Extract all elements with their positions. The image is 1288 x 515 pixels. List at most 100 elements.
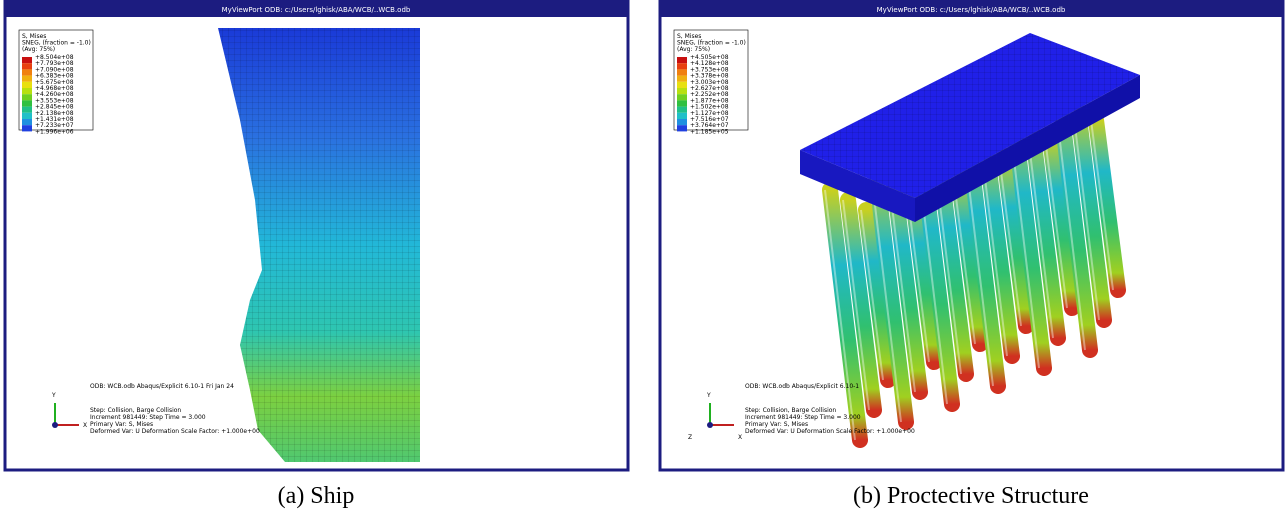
info-line: Deformed Var: U Deformation Scale Factor…	[745, 428, 915, 435]
pile	[1088, 112, 1126, 298]
legend-swatch	[677, 100, 687, 107]
legend-swatch	[22, 88, 32, 95]
pile	[886, 174, 928, 400]
legend-swatch	[677, 112, 687, 119]
pile	[996, 148, 1034, 334]
legend-value: +1.996e+06	[35, 128, 74, 135]
pile	[840, 192, 882, 418]
legend-swatch	[677, 63, 687, 70]
info-line: ODB: WCB.odb Abaqus/Explicit 6.10-1	[745, 383, 859, 390]
viewport-title: MyViewPort ODB: c:/Users/lghisk/ABA/WCB/…	[877, 6, 1066, 14]
legend-value: +4.260e+08	[35, 91, 74, 98]
legend-value: +1.127e+08	[690, 110, 729, 117]
legend-heading: (Avg: 75%)	[22, 46, 55, 53]
pile-shade	[842, 199, 870, 411]
info-line: Deformed Var: U Deformation Scale Factor…	[90, 428, 260, 435]
title-bar	[5, 1, 628, 17]
legend-value: +3.378e+08	[690, 73, 729, 80]
legend-swatch	[22, 119, 32, 126]
legend-swatch	[677, 57, 687, 64]
title-bar	[660, 1, 1283, 17]
triad-label: Y	[706, 392, 711, 399]
legend-swatch	[22, 81, 32, 88]
pile-shade	[888, 181, 916, 393]
caption: (b) Proctective Structure	[853, 483, 1089, 509]
legend-value: +2.252e+08	[690, 91, 729, 98]
pile-shade	[952, 173, 976, 345]
pile	[950, 166, 988, 352]
viewport-title: MyViewPort ODB: c:/Users/lghisk/ABA/WCB/…	[222, 6, 411, 14]
legend-heading: S, Mises	[677, 33, 701, 40]
legend-swatch	[677, 88, 687, 95]
pile-shade	[1090, 119, 1114, 291]
triad-origin	[707, 422, 713, 428]
pile-shade	[1026, 127, 1054, 339]
pile	[1070, 102, 1112, 328]
info-line: Increment 981449: Step Time = 3.000	[90, 414, 206, 421]
triad-label: X	[738, 434, 742, 441]
info-line: Primary Var: S, Mises	[90, 421, 153, 428]
pile-shade	[870, 171, 902, 423]
legend-swatch	[22, 100, 32, 107]
legend-value: +4.128e+08	[690, 60, 729, 67]
cap-side	[800, 150, 915, 222]
legend-heading: SNEG, (fraction = -1.0)	[677, 40, 746, 47]
pile-shade	[1072, 109, 1100, 321]
legend-value: +3.003e+08	[690, 79, 729, 86]
legend-value: +2.845e+08	[35, 104, 74, 111]
legend-swatch	[677, 125, 687, 132]
pile	[868, 164, 914, 430]
legend-swatch	[22, 94, 32, 101]
legend-swatch	[22, 106, 32, 113]
legend-heading: (Avg: 75%)	[677, 46, 710, 53]
pile-shade	[860, 209, 884, 381]
legend-swatch	[677, 119, 687, 126]
info-line: Primary Var: S, Mises	[745, 421, 808, 428]
pile	[1052, 92, 1098, 358]
ship-mesh	[218, 28, 420, 462]
legend-swatch	[677, 106, 687, 113]
pile	[978, 138, 1020, 364]
legend-value: +1.502e+08	[690, 104, 729, 111]
legend-swatch	[22, 63, 32, 70]
triad-label: Y	[51, 392, 56, 399]
legend-swatch	[677, 81, 687, 88]
legend-swatch	[22, 112, 32, 119]
cap-front	[915, 75, 1140, 222]
legend-swatch	[677, 75, 687, 82]
legend-value: +8.504e+08	[35, 54, 74, 61]
info-line: Increment 981449: Step Time = 3.000	[745, 414, 861, 421]
legend-swatch	[22, 57, 32, 64]
legend-heading: SNEG, (fraction = -1.0)	[22, 40, 91, 47]
triad-origin	[52, 422, 58, 428]
cap-mesh	[800, 33, 1140, 198]
legend-swatch	[677, 69, 687, 76]
legend-swatch	[22, 75, 32, 82]
pile	[858, 202, 896, 388]
legend-value: +7.516e+07	[690, 116, 729, 123]
triad-label: X	[83, 422, 87, 429]
pile-shade	[906, 191, 930, 363]
legend-value: +3.764e+07	[690, 122, 729, 129]
legend-value: +3.553e+08	[35, 97, 74, 104]
info-line: Step: Collision, Barge Collision	[745, 407, 836, 414]
legend-value: +1.877e+08	[690, 97, 729, 104]
legend-swatch	[22, 69, 32, 76]
legend-swatch	[22, 125, 32, 132]
legend-value: +5.675e+08	[35, 79, 74, 86]
legend-value: +1.185e+05	[690, 128, 729, 135]
legend-value: +7.090e+08	[35, 66, 74, 73]
pile-shade	[998, 155, 1022, 327]
legend-value: +1.431e+08	[35, 116, 74, 123]
pile-shade	[824, 189, 856, 441]
legend-value: +7.793e+08	[35, 60, 74, 67]
legend-heading: S, Mises	[22, 33, 46, 40]
pile-shade	[1044, 137, 1068, 309]
pile	[822, 182, 868, 448]
legend-value: +2.627e+08	[690, 85, 729, 92]
triad-label: Z	[688, 434, 692, 441]
pile	[1042, 130, 1080, 316]
legend-value: +4.505e+08	[690, 54, 729, 61]
legend-swatch	[677, 94, 687, 101]
